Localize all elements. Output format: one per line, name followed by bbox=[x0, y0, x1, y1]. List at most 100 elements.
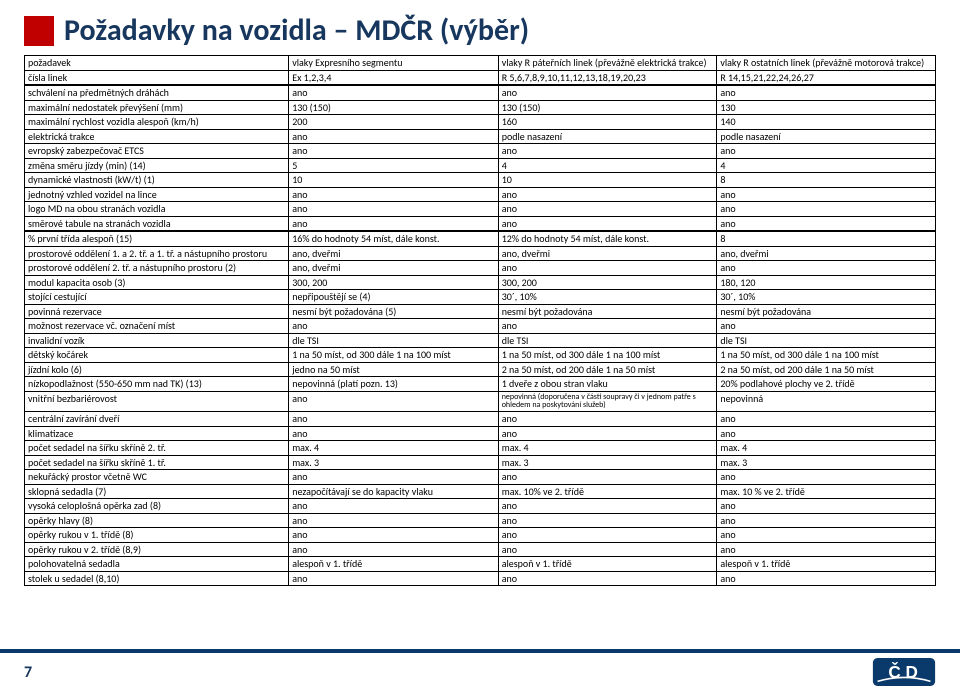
title-accent-box bbox=[24, 16, 54, 46]
table-row: stolek u sedadel (8,10)anoanoano bbox=[25, 571, 936, 586]
table-cell: 10 bbox=[289, 173, 499, 188]
table-cell: alespoň v 1. třídě bbox=[717, 557, 936, 572]
table-cell: ano bbox=[498, 571, 717, 586]
table-row: vnitřní bezbariérovostanonepovinná (dopo… bbox=[25, 391, 936, 412]
table-cell: změna směru jízdy (min) (14) bbox=[25, 158, 289, 173]
table-cell: ano bbox=[498, 85, 717, 100]
table-row: evropský zabezpečovač ETCSanoanoano bbox=[25, 144, 936, 159]
table-row: schválení na předmětných dráháchanoanoan… bbox=[25, 85, 936, 100]
table-cell: ano bbox=[717, 426, 936, 441]
table-row: opěrky hlavy (8)anoanoano bbox=[25, 513, 936, 528]
table-cell: % první třída alespoň (15) bbox=[25, 231, 289, 246]
table-cell: stolek u sedadel (8,10) bbox=[25, 571, 289, 586]
table-cell: dětský kočárek bbox=[25, 348, 289, 363]
table-row: logo MD na obou stranách vozidlaanoanoan… bbox=[25, 202, 936, 217]
table-cell: ano bbox=[289, 202, 499, 217]
table-cell: 1 dveře z obou stran vlaku bbox=[498, 377, 717, 392]
table-row: centrální zavírání dveříanoanoano bbox=[25, 412, 936, 427]
table-cell: max. 3 bbox=[498, 455, 717, 470]
table-cell: ano bbox=[289, 319, 499, 334]
table-cell: invalidní vozík bbox=[25, 333, 289, 348]
table-cell: ano bbox=[289, 513, 499, 528]
table-cell: ano bbox=[717, 499, 936, 514]
table-cell: ano bbox=[717, 216, 936, 231]
table-cell: ano bbox=[289, 129, 499, 144]
table-cell: 4 bbox=[498, 158, 717, 173]
table-cell: možnost rezervace vč. označení míst bbox=[25, 319, 289, 334]
table-cell: počet sedadel na šířku skříně 2. tř. bbox=[25, 441, 289, 456]
table-row: klimatizaceanoanoano bbox=[25, 426, 936, 441]
svg-text:Č: Č bbox=[888, 663, 900, 682]
table-cell: ano bbox=[717, 571, 936, 586]
table-cell: prostorové oddělení 1. a 2. tř. a 1. tř.… bbox=[25, 246, 289, 261]
table-cell: ano bbox=[289, 85, 499, 100]
table-cell: centrální zavírání dveří bbox=[25, 412, 289, 427]
table-cell: ano, dveřmi bbox=[289, 261, 499, 276]
table-cell: ano bbox=[289, 470, 499, 485]
table-cell: dle TSI bbox=[498, 333, 717, 348]
table-cell: jedno na 50 míst bbox=[289, 362, 499, 377]
table-cell: nepovinná (doporučena v části soupravy č… bbox=[498, 391, 717, 412]
table-cell: ano bbox=[717, 144, 936, 159]
table-cell: ano bbox=[717, 202, 936, 217]
table-row: čísla linekEx 1,2,3,4R 5,6,7,8,9,10,11,1… bbox=[25, 70, 936, 85]
table-row: maximální nedostatek převýšení (mm)130 (… bbox=[25, 100, 936, 115]
table-cell: ano bbox=[498, 319, 717, 334]
table-cell: nízkopodlažnost (550-650 mm nad TK) (13) bbox=[25, 377, 289, 392]
table-cell: 140 bbox=[717, 115, 936, 130]
table-cell: 1 na 50 míst, od 300 dále 1 na 100 míst bbox=[289, 348, 499, 363]
table-row: jízdní kolo (6)jedno na 50 míst2 na 50 m… bbox=[25, 362, 936, 377]
title-row: Požadavky na vozidla – MDČR (výběr) bbox=[24, 12, 936, 49]
table-cell: ano, dveřmi bbox=[717, 246, 936, 261]
table-cell: ano bbox=[498, 412, 717, 427]
table-cell: max. 4 bbox=[498, 441, 717, 456]
table-cell: 16% do hodnoty 54 míst, dále konst. bbox=[289, 231, 499, 246]
table-row: jednotný vzhled vozidel na linceanoanoan… bbox=[25, 187, 936, 202]
table-cell: směrové tabule na stranách vozidla bbox=[25, 216, 289, 231]
table-cell: 8 bbox=[717, 231, 936, 246]
table-row: změna směru jízdy (min) (14)544 bbox=[25, 158, 936, 173]
table-cell: max. 10 % ve 2. třídě bbox=[717, 484, 936, 499]
table-cell: max. 3 bbox=[717, 455, 936, 470]
table-row: prostorové oddělení 2. tř. a nástupního … bbox=[25, 261, 936, 276]
table-cell: maximální rychlost vozidla alespoň (km/h… bbox=[25, 115, 289, 130]
table-cell: 5 bbox=[289, 158, 499, 173]
requirements-table: požadavek vlaky Expresního segmentu vlak… bbox=[24, 55, 936, 586]
table-cell: ano bbox=[498, 216, 717, 231]
table-cell: sklopná sedadla (7) bbox=[25, 484, 289, 499]
table-cell: ano bbox=[498, 426, 717, 441]
table-cell: R 5,6,7,8,9,10,11,12,13,18,19,20,23 bbox=[498, 70, 717, 85]
table-cell: jízdní kolo (6) bbox=[25, 362, 289, 377]
table-cell: podle nasazení bbox=[717, 129, 936, 144]
table-cell: max. 10% ve 2. třídě bbox=[498, 484, 717, 499]
table-row: dynamické vlastnosti (kW/t) (1)10108 bbox=[25, 173, 936, 188]
table-cell: max. 4 bbox=[289, 441, 499, 456]
table-row: opěrky rukou v 2. třídě (8,9)anoanoano bbox=[25, 542, 936, 557]
table-cell: alespoň v 1. třídě bbox=[498, 557, 717, 572]
page-title: Požadavky na vozidla – MDČR (výběr) bbox=[64, 12, 529, 49]
table-cell: nepovinná (platí pozn. 13) bbox=[289, 377, 499, 392]
table-cell: max. 3 bbox=[289, 455, 499, 470]
table-cell: nepřipouštějí se (4) bbox=[289, 290, 499, 305]
table-cell: 30´, 10% bbox=[498, 290, 717, 305]
table-row: vysoká celoplošná opěrka zad (8)anoanoan… bbox=[25, 499, 936, 514]
table-row: opěrky rukou v 1. třídě (8)anoanoano bbox=[25, 528, 936, 543]
table-cell: ano bbox=[498, 202, 717, 217]
table-row: dětský kočárek1 na 50 míst, od 300 dále … bbox=[25, 348, 936, 363]
table-cell: 200 bbox=[289, 115, 499, 130]
table-cell: ano bbox=[498, 513, 717, 528]
table-cell: ano bbox=[289, 426, 499, 441]
table-cell: ano bbox=[498, 470, 717, 485]
cd-logo-icon: Č D bbox=[872, 658, 936, 686]
table-cell: dle TSI bbox=[717, 333, 936, 348]
table-cell: ano bbox=[717, 528, 936, 543]
table-cell: schválení na předmětných dráhách bbox=[25, 85, 289, 100]
table-cell: 130 (150) bbox=[498, 100, 717, 115]
table-cell: ano bbox=[289, 144, 499, 159]
table-cell: ano bbox=[717, 261, 936, 276]
table-cell: ano bbox=[289, 187, 499, 202]
footer: 7 Č D bbox=[0, 649, 960, 691]
table-row: povinná rezervacenesmí být požadována (5… bbox=[25, 304, 936, 319]
table-row: stojící cestujícínepřipouštějí se (4)30´… bbox=[25, 290, 936, 305]
table-cell: ano bbox=[289, 528, 499, 543]
